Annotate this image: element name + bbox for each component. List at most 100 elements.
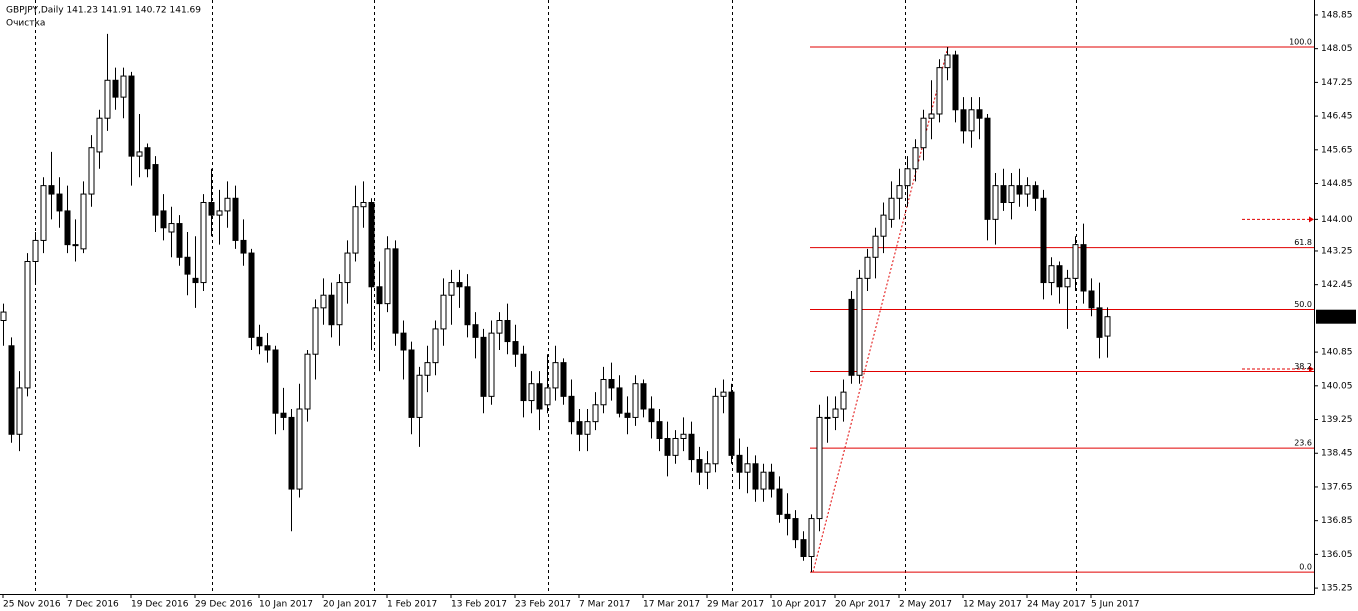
candle-body: [512, 341, 519, 355]
x-tick-label: 20 Apr 2017: [835, 600, 891, 610]
subheader: Очистка: [6, 19, 45, 29]
candle-body: [296, 408, 303, 490]
fib-label: 50.0: [1294, 300, 1312, 309]
candle-body: [176, 223, 183, 258]
candle-body: [40, 185, 47, 241]
candle-body: [936, 67, 943, 115]
x-tick-label: 10 Apr 2017: [771, 600, 827, 610]
x-tick-label: 2 May 2017: [899, 600, 952, 610]
candle-body: [56, 193, 63, 212]
candle-body: [832, 408, 839, 418]
candle-body: [216, 210, 223, 216]
candle-body: [456, 282, 463, 288]
plot-area: [0, 0, 1314, 594]
candle-body: [96, 117, 103, 153]
candle-body: [608, 378, 615, 389]
candle-body: [720, 391, 727, 397]
x-tick-label: 10 Jan 2017: [259, 600, 313, 610]
y-tick-label: 136.05: [1321, 550, 1353, 560]
candle-body: [136, 151, 143, 157]
candle-body: [304, 353, 311, 410]
candle-body: [168, 223, 175, 233]
candle-body: [264, 345, 271, 351]
y-tick-label: 136.85: [1321, 516, 1353, 526]
candle-body: [864, 256, 871, 279]
y-tick-label: 144.00: [1321, 215, 1353, 225]
last-price-box: [1316, 309, 1356, 324]
y-tick-label: 139.25: [1321, 415, 1353, 425]
candle-body: [360, 201, 367, 208]
candle-body: [856, 277, 863, 376]
candle-body: [976, 109, 983, 119]
candle-body: [192, 277, 199, 284]
candle-body: [1040, 197, 1047, 284]
candle-body: [888, 197, 895, 220]
x-tick-label: 29 Dec 2016: [195, 600, 253, 610]
candle-body: [544, 387, 551, 406]
candle-body: [464, 286, 471, 326]
y-tick-label: 140.05: [1321, 381, 1353, 391]
y-tick-label: 144.85: [1321, 179, 1353, 189]
x-tick-label: 12 May 2017: [963, 600, 1022, 610]
candle-body: [840, 391, 847, 410]
candle-body: [64, 210, 71, 246]
candle-body: [576, 421, 583, 435]
x-tick-label: 20 Jan 2017: [323, 600, 377, 610]
candle-body: [152, 164, 159, 216]
fib-label: 38.2: [1294, 362, 1312, 371]
candle-body: [256, 336, 263, 347]
candle-body: [208, 201, 215, 216]
candle-body: [704, 463, 711, 473]
candle-body: [72, 244, 79, 247]
candle-body: [104, 79, 111, 119]
candle-body: [824, 416, 831, 419]
candle-body: [656, 421, 663, 439]
candle-body: [552, 362, 559, 389]
candle-body: [416, 374, 423, 418]
candle-body: [536, 383, 543, 410]
candle-body: [424, 362, 431, 376]
candle-body: [904, 168, 911, 187]
x-tick-label: 13 Feb 2017: [451, 600, 507, 610]
candle-body: [312, 307, 319, 355]
candle-body: [760, 471, 767, 490]
candle-body: [384, 248, 391, 305]
candle-body: [280, 412, 287, 418]
candle-body: [1000, 185, 1007, 203]
candle-body: [872, 235, 879, 258]
candle-body: [952, 54, 959, 111]
x-tick-label: 29 Mar 2017: [707, 600, 764, 610]
candle-body: [272, 349, 279, 414]
candle-body: [992, 185, 999, 220]
y-tick-label: 138.45: [1321, 449, 1353, 459]
candle-body: [688, 433, 695, 461]
candle-body: [1024, 185, 1031, 195]
candle-body: [32, 239, 39, 262]
candle-body: [0, 311, 7, 321]
candle-body: [944, 54, 951, 69]
candle-body: [784, 513, 791, 520]
candle-body: [112, 79, 119, 98]
candle-body: [128, 75, 135, 157]
candle-body: [16, 387, 23, 435]
candle-body: [80, 193, 87, 250]
candle-body: [1008, 185, 1015, 203]
candle-body: [696, 459, 703, 473]
candle-body: [560, 362, 567, 397]
fib-label: 0.0: [1299, 563, 1312, 572]
fib-label: 100.0: [1289, 37, 1312, 46]
candle-body: [648, 408, 655, 423]
x-tick-label: 7 Mar 2017: [579, 600, 630, 610]
x-tick-label: 23 Feb 2017: [515, 600, 571, 610]
x-tick-label: 7 Dec 2016: [67, 600, 119, 610]
candle-body: [928, 113, 935, 119]
candle-body: [592, 404, 599, 423]
header: GBPJPY,Daily 141.23 141.91 140.72 141.69: [6, 6, 201, 16]
candle-body: [568, 395, 575, 423]
y-tick-label: 137.65: [1321, 482, 1353, 492]
candle-body: [920, 117, 927, 149]
candle-body: [24, 260, 31, 389]
candle-body: [616, 387, 623, 414]
